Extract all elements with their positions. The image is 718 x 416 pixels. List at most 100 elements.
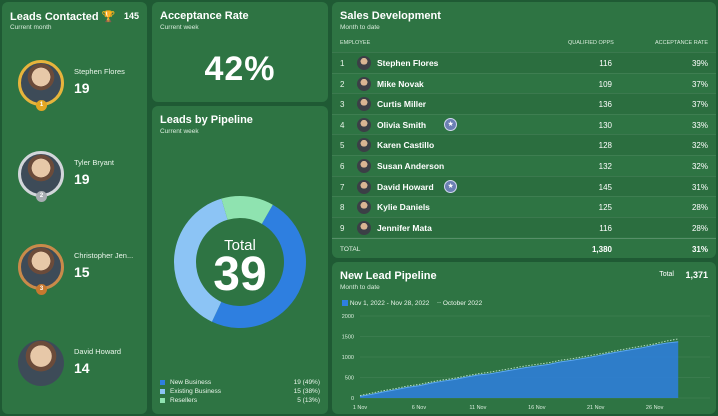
acceptance-rate: 39% [691,59,708,68]
new-lead-total-label: Total [659,271,674,278]
table-row[interactable]: 9 Jennifer Mata 116 28% [332,216,716,238]
x-tick-label: 11 Nov [469,405,486,411]
qualified-opps: 136 [598,100,612,110]
table-row[interactable]: 6 Susan Anderson 132 32% [332,155,716,176]
legend-swatch [160,389,165,394]
x-tick-label: 6 Nov [412,405,427,411]
sales-development-subtitle: Month to date [340,24,380,31]
donut-slice-existing-business[interactable] [174,198,228,322]
legend-item[interactable]: Existing Business 15 (38%) [160,387,320,396]
badge-icon: ★ [444,179,458,193]
qualified-opps: 132 [598,162,612,171]
avatar [357,220,371,235]
donut-slice-resellers[interactable] [221,196,273,224]
x-tick-label: 26 Nov [646,405,664,411]
y-tick-label: 1500 [342,335,354,341]
new-lead-line-chart: 0 500 1000 1500 2000 1 Nov 6 Nov 11 Nov 16 Nov 21… [342,314,710,411]
legend-item[interactable]: New Business 19 (49%) [160,378,320,387]
employee-name: Curtis Miller [377,99,427,110]
sales-development-title: Sales Development [340,10,441,22]
series-line-previous[interactable] [359,338,679,396]
avatar [357,159,371,173]
qualified-opps: 130 [598,120,612,130]
column-header-employee[interactable]: EMPLOYEE [340,40,371,46]
new-lead-pipeline-subtitle: Month to date [340,284,380,291]
avatar [357,97,371,112]
acceptance-rate: 32% [691,162,708,171]
legend-swatch [160,380,165,385]
medal-icon: 2 [36,191,47,202]
y-tick-label: 500 [345,376,354,382]
avatar [357,200,371,215]
person-name: David Howard [74,347,122,356]
avatar: 1 [16,58,66,111]
acceptance-rate-value: 42% [204,50,276,88]
legend-label: New Business [170,379,212,386]
avatar [357,179,371,194]
employee-name: Karen Castillo [377,140,435,151]
line-chart-legend: Nov 1, 2022 - Nov 28, 2022 ┄ October 202… [342,299,482,307]
acceptance-rate-panel: Acceptance Rate Current week 42% [152,2,328,102]
avatar [357,138,371,153]
person-value: 19 [74,80,90,96]
legend-label: Existing Business [170,388,221,395]
legend-value: 15 (38%) [293,388,320,395]
person-value: 15 [74,264,90,280]
table-row[interactable]: 1 Stephen Flores 116 39% [332,52,716,73]
table-row[interactable]: 5 Karen Castillo 128 32% [332,134,716,155]
acceptance-rate-title: Acceptance Rate [160,10,249,22]
leaderboard-person[interactable]: 2 Tyler Bryant 19 [16,149,144,209]
leads-contacted-count: 145 [123,11,139,21]
sales-development-panel: Sales Development Month to date EMPLOYEE… [332,2,716,258]
column-header-acceptance-rate[interactable]: ACCEPTANCE RATE [655,40,708,46]
row-rank: 2 [340,79,345,89]
leaderboard-person[interactable]: David Howard 14 [16,338,144,398]
leads-by-pipeline-title: Leads by Pipeline [160,114,253,126]
legend-label-current[interactable]: Nov 1, 2022 - Nov 28, 2022 [349,300,430,307]
qualified-opps: 145 [598,182,612,192]
total-rate: 31% [691,245,708,254]
acceptance-rate: 32% [691,141,708,151]
legend-label-previous[interactable]: October 2022 [442,300,483,307]
legend-swatch-previous: ┄ [437,300,442,307]
employee-name: Jennifer Mata [377,222,432,233]
x-tick-label: 16 Nov [528,405,546,411]
legend-item[interactable]: Resellers 5 (13%) [160,396,320,405]
leads-contacted-panel: Leads Contacted 🏆 Current month 145 1 St… [2,2,147,414]
leaderboard-person[interactable]: 1 Stephen Flores 19 [16,58,144,118]
avatar: 2 [16,149,66,202]
donut-center-value: 39 [213,248,266,301]
x-tick-label: 1 Nov [353,405,368,411]
avatar [16,338,66,388]
medal-icon: 1 [36,100,47,111]
qualified-opps: 128 [598,141,612,151]
row-rank: 1 [340,59,345,68]
table-row[interactable]: 7 David Howard ★ 145 31% [332,175,716,197]
row-rank: 8 [340,203,345,213]
new-lead-total: 1,371 [685,270,708,280]
employee-name: David Howard [377,181,434,192]
table-row[interactable]: 2 Mike Novak 109 37% [332,72,716,94]
table-row[interactable]: 4 Olivia Smith ★ 130 33% [332,113,716,135]
badge-icon: ★ [444,117,458,131]
acceptance-rate: 37% [691,79,708,89]
leads-by-pipeline-panel: Leads by Pipeline Current week Total 39 … [152,106,328,414]
column-header-qualified-opps[interactable]: QUALIFIED OPPS [568,40,614,46]
row-rank: 4 [340,120,345,130]
donut-slice-new-business[interactable] [211,204,307,329]
new-lead-pipeline-title: New Lead Pipeline [340,270,437,282]
leads-contacted-title: Leads Contacted 🏆 [10,11,116,23]
new-lead-pipeline-panel: New Lead Pipeline Month to date Total 1,… [332,262,716,414]
employee-name: Olivia Smith [377,119,427,130]
qualified-opps: 116 [599,59,612,68]
pipeline-donut-chart: Total 39 [174,196,307,329]
qualified-opps: 109 [598,79,612,89]
leaderboard-person[interactable]: 3 Christopher Jen... 15 [16,242,144,302]
acceptance-rate: 28% [691,203,708,213]
acceptance-rate: 28% [691,223,708,233]
row-rank: 5 [340,141,345,151]
avatar [357,76,371,91]
table-row[interactable]: 8 Kylie Daniels 125 28% [332,196,716,217]
series-line-current[interactable] [359,341,679,397]
table-row[interactable]: 3 Curtis Miller 136 37% [332,93,716,114]
